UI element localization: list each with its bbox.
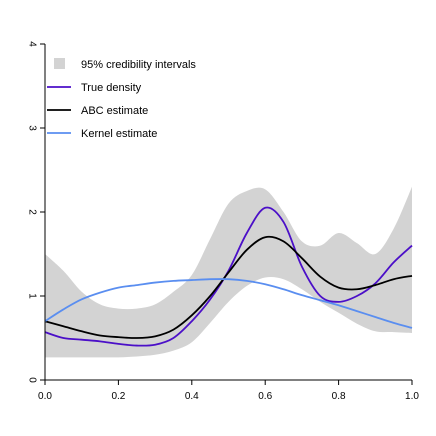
legend-label: 95% credibility intervals bbox=[81, 59, 196, 71]
series-layer bbox=[44, 206, 413, 347]
y-tick-label: 3 bbox=[26, 125, 37, 131]
axes-layer: 0.0 0.2 0.4 0.6 0.8 1.0 0 1 2 3 4 bbox=[26, 41, 419, 402]
legend-label: True density bbox=[81, 82, 142, 94]
x-tick-label: 1.0 bbox=[405, 391, 419, 402]
legend: 95% credibility intervals True density ABC… bbox=[47, 58, 196, 140]
series-line-kernel-estimate bbox=[44, 278, 413, 329]
legend-label: Kernel estimate bbox=[81, 128, 157, 140]
x-tick-label: 0.6 bbox=[258, 391, 272, 402]
x-tick-label: 0.2 bbox=[111, 391, 125, 402]
x-tick-label: 0.4 bbox=[185, 391, 199, 402]
series-line-true-density bbox=[44, 206, 413, 347]
y-tick-label: 4 bbox=[26, 41, 37, 47]
x-tick-label: 0.0 bbox=[38, 391, 52, 402]
y-tick-label: 2 bbox=[26, 209, 37, 215]
legend-swatch-credibility bbox=[54, 58, 65, 69]
x-tick-label: 0.8 bbox=[332, 391, 346, 402]
y-tick-label: 0 bbox=[26, 377, 37, 383]
series-line-abc-estimate bbox=[44, 235, 413, 339]
legend-label: ABC estimate bbox=[81, 105, 148, 117]
y-tick-label: 1 bbox=[26, 293, 37, 299]
